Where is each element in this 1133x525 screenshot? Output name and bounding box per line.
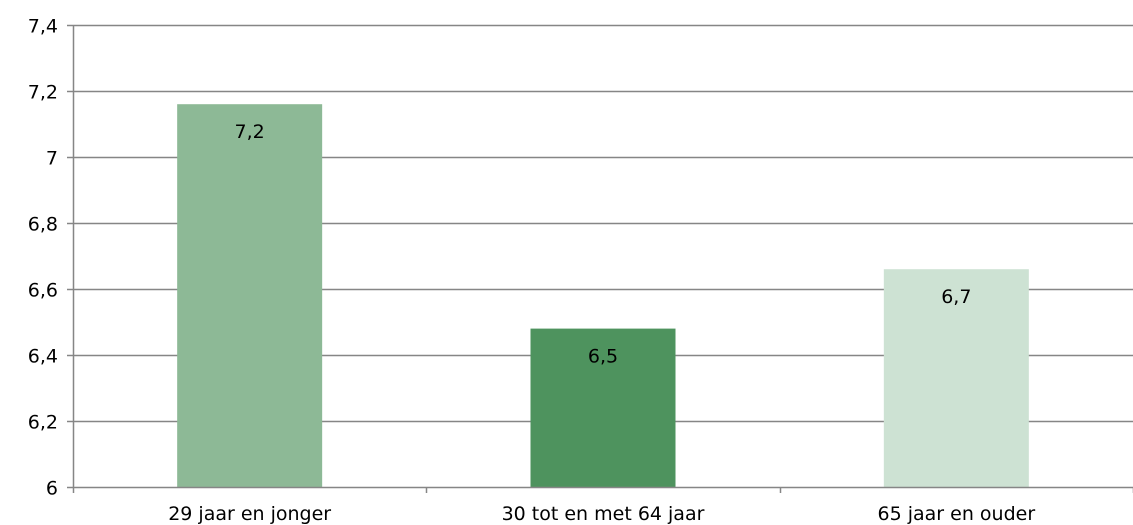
y-tick-label: 6,4 (28, 346, 58, 368)
bar (883, 269, 1029, 487)
labels: 6 6,2 6,4 6,6 6,8 7 7,2 7,4 7,2 29 jaar en jonger… (28, 16, 1036, 525)
y-tick-label: 6 (46, 478, 58, 500)
x-tick-label: 29 jaar en jonger (168, 503, 331, 525)
axes (67, 24, 1133, 493)
bars (177, 104, 1029, 487)
x-tick-label: 30 tot en met 64 jaar (502, 503, 705, 525)
y-tick-label: 7 (46, 148, 58, 170)
data-label: 6,7 (941, 286, 971, 308)
data-label: 7,2 (235, 121, 265, 143)
data-label: 6,5 (588, 346, 618, 368)
bar (530, 328, 676, 487)
y-tick-label: 7,2 (28, 82, 58, 104)
y-tick-label: 6,2 (28, 412, 58, 434)
y-tick-label: 7,4 (28, 16, 58, 38)
bar (177, 104, 323, 487)
y-tick-label: 6,8 (28, 214, 58, 236)
y-tick-label: 6,6 (28, 280, 58, 302)
x-tick-label: 65 jaar en ouder (878, 503, 1036, 525)
